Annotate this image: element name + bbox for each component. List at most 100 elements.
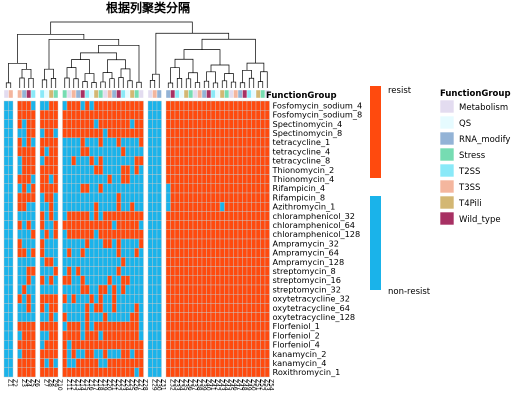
heatmap-cell — [147, 312, 153, 323]
heatmap-cell — [264, 119, 270, 129]
heatmap-cell — [170, 340, 176, 350]
heatmap-cell — [260, 238, 266, 249]
heatmap-cell — [246, 303, 252, 313]
heatmap-cell — [75, 330, 81, 341]
heatmap-cell — [39, 165, 45, 175]
heatmap-cell — [62, 275, 68, 286]
column-label: Z16 — [87, 379, 94, 391]
heatmap-cell — [152, 220, 158, 231]
heatmap-cell — [228, 303, 234, 313]
heatmap-cell — [152, 340, 158, 350]
heatmap-cell — [125, 137, 131, 148]
heatmap-cell — [48, 312, 54, 323]
heatmap-cell — [129, 109, 135, 120]
heatmap-cell — [48, 266, 54, 277]
heatmap-cell — [246, 229, 252, 240]
heatmap-cell — [125, 266, 131, 277]
heatmap-cell — [183, 119, 189, 129]
heatmap-cell — [242, 146, 248, 157]
heatmap-cell — [206, 330, 212, 341]
heatmap-cell — [152, 183, 158, 194]
heatmap-cell — [120, 340, 126, 350]
heatmap-cell — [39, 275, 45, 286]
heatmap-cell — [210, 284, 216, 295]
heatmap-cell — [201, 220, 207, 231]
heatmap-cell — [242, 128, 248, 139]
heatmap-cell — [233, 100, 239, 111]
heatmap-cell — [66, 229, 72, 240]
heatmap-cell — [219, 303, 225, 313]
heatmap-cell — [75, 155, 81, 166]
column-label: Z47 — [236, 379, 243, 391]
heatmap-cell — [192, 275, 198, 286]
heatmap-cell — [237, 128, 243, 139]
heatmap-cell — [179, 349, 185, 359]
heatmap-cell — [174, 220, 180, 231]
heatmap-cell — [39, 100, 45, 111]
heatmap-cell — [264, 128, 270, 139]
heatmap-cell — [30, 220, 36, 231]
heatmap-cell — [197, 137, 203, 148]
heatmap-cell — [197, 109, 203, 120]
heatmap-cell — [89, 330, 95, 341]
heatmap-cell — [102, 220, 108, 231]
heatmap-cell — [188, 109, 194, 120]
heatmap-cell — [242, 192, 248, 203]
row-label: oxytetracycline_128 — [273, 312, 356, 322]
heatmap-cell — [170, 211, 176, 221]
heatmap-cell — [3, 109, 9, 120]
heatmap-cell — [147, 367, 153, 378]
heatmap-cell — [138, 155, 144, 166]
heatmap-cell — [179, 155, 185, 166]
heatmap-cell — [111, 146, 117, 157]
heatmap-cell — [107, 284, 113, 295]
heatmap-cell — [53, 266, 59, 277]
heatmap-cell — [174, 211, 180, 221]
heatmap-cell — [260, 128, 266, 139]
heatmap-cell — [228, 229, 234, 240]
heatmap-cell — [39, 312, 45, 323]
heatmap-cell — [206, 358, 212, 369]
heatmap-cell — [107, 155, 113, 166]
heatmap-cell — [260, 201, 266, 212]
heatmap-cell — [125, 303, 131, 313]
heatmap-cell — [197, 284, 203, 295]
heatmap-cell — [242, 303, 248, 313]
heatmap-cell — [228, 275, 234, 286]
heatmap-cell — [219, 321, 225, 332]
heatmap-cell — [174, 155, 180, 166]
heatmap-cell — [224, 303, 230, 313]
heatmap-cell — [224, 155, 230, 166]
heatmap-cell — [44, 275, 50, 286]
heatmap-cell — [183, 183, 189, 194]
heatmap-cell — [246, 155, 252, 166]
heatmap-cell — [30, 238, 36, 249]
heatmap-cell — [71, 294, 77, 304]
heatmap-cell — [224, 146, 230, 157]
heatmap-cell — [75, 294, 81, 304]
heatmap-cell — [48, 275, 54, 286]
heatmap-cell — [3, 349, 9, 359]
heatmap-cell — [156, 174, 162, 185]
heatmap-cell — [8, 284, 14, 295]
heatmap-cell — [179, 358, 185, 369]
heatmap-cell — [197, 238, 203, 249]
heatmap-cell — [219, 146, 225, 157]
heatmap-cell — [116, 119, 122, 129]
heatmap-cell — [188, 155, 194, 166]
heatmap-cell — [138, 257, 144, 267]
heatmap-cell — [89, 321, 95, 332]
heatmap-cell — [197, 165, 203, 175]
heatmap-cell — [251, 137, 257, 148]
heatmap-cell — [188, 284, 194, 295]
heatmap-cell — [219, 247, 225, 258]
heatmap-cell — [75, 229, 81, 240]
heatmap-cell — [264, 174, 270, 185]
heatmap-cell — [147, 109, 153, 120]
heatmap-cell — [44, 266, 50, 277]
heatmap-cell — [179, 174, 185, 185]
dendrogram-branch — [84, 73, 95, 83]
heatmap-cell — [75, 201, 81, 212]
heatmap-cell — [210, 238, 216, 249]
heatmap-cell — [120, 238, 126, 249]
